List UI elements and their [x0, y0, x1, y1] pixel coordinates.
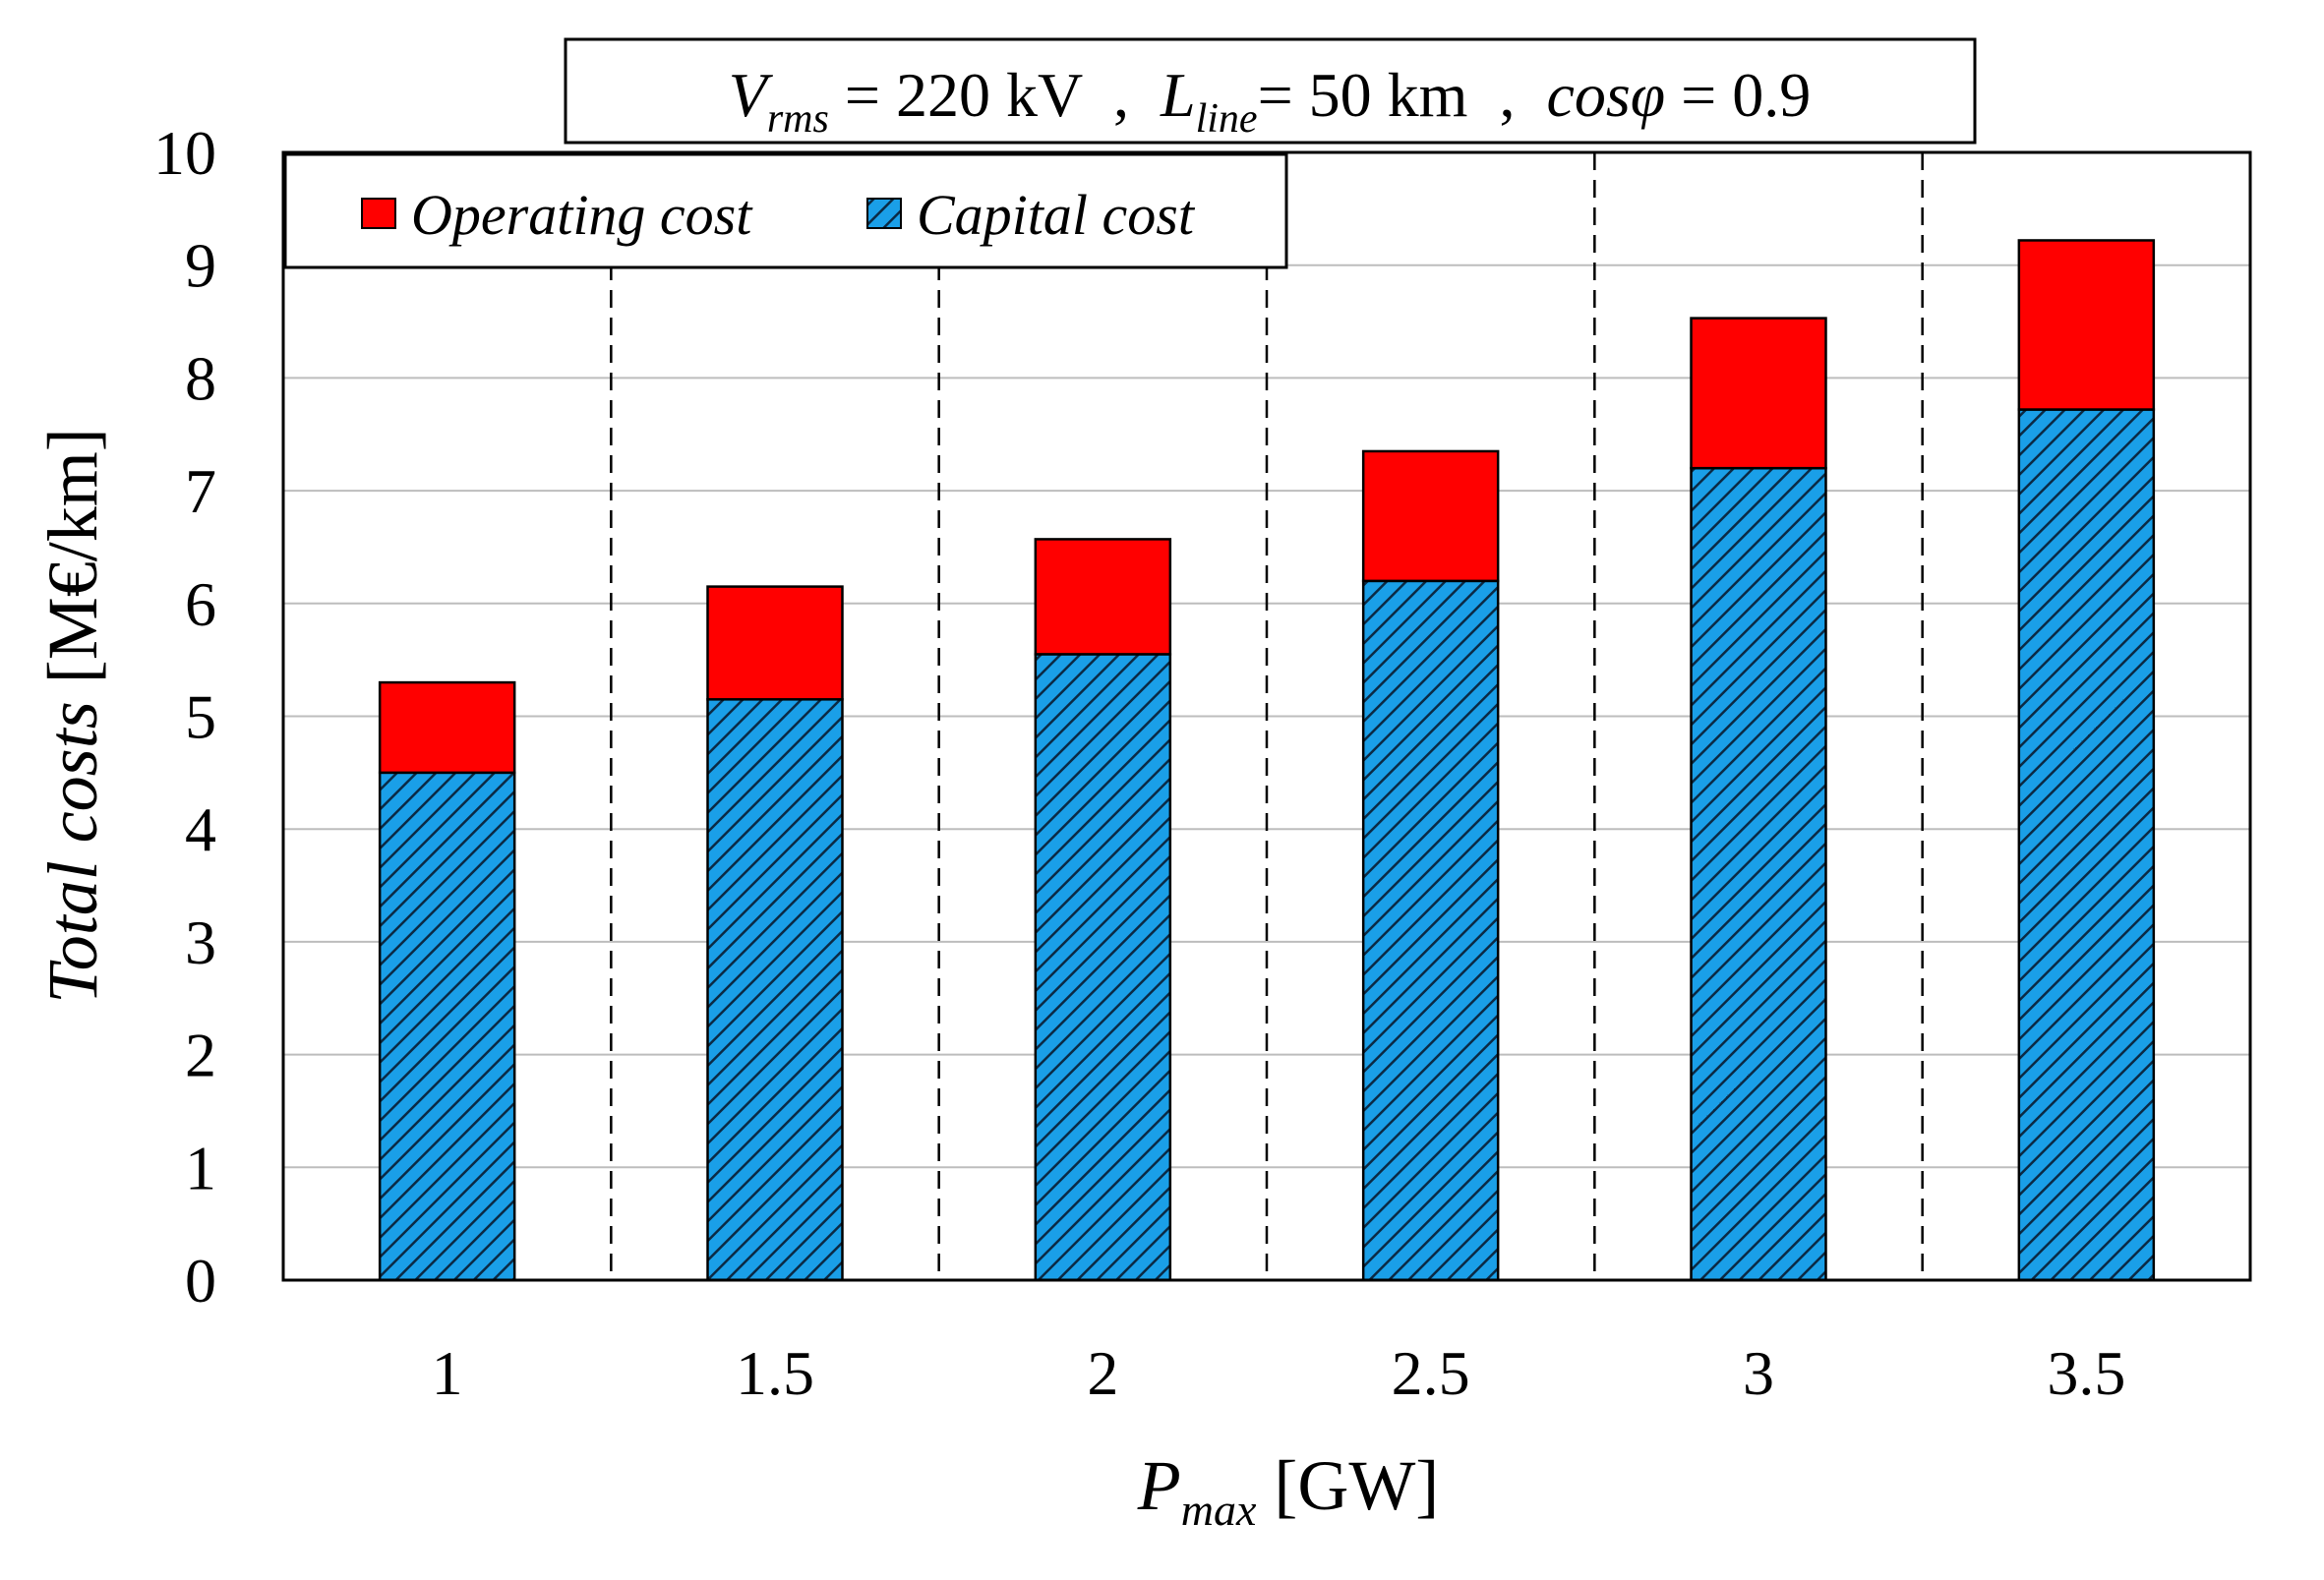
y-tick-label: 9 — [185, 231, 216, 301]
x-tick-label: 2.5 — [1392, 1338, 1470, 1408]
bar-operating-cost — [1034, 538, 1172, 656]
bar-capital-cost — [1690, 466, 1827, 1282]
bar-operating-cost — [706, 585, 844, 701]
bar-operating-cost — [2017, 239, 2156, 411]
y-tick-label: 1 — [185, 1133, 216, 1202]
x-axis-title: Pmax [GW] — [1137, 1446, 1440, 1535]
title-l-sub: line — [1196, 96, 1258, 142]
x-tick-label: 2 — [1087, 1338, 1118, 1408]
bars — [378, 239, 2156, 1282]
svg-text:Vrms = 220 kV , Lline= 50 km: Vrms = 220 kV , Lline= 50 km , cosφ = 0.… — [729, 60, 1812, 142]
x-tick-label: 1.5 — [736, 1338, 814, 1408]
title-l-main: L — [1160, 60, 1196, 130]
legend-box — [283, 152, 1288, 269]
x-tick-label: 1 — [432, 1338, 463, 1408]
bar-capital-cost — [378, 771, 516, 1282]
bar-capital-cost — [1034, 653, 1172, 1282]
x-tick-label: 3.5 — [2047, 1338, 2125, 1408]
legend-swatch-capital — [866, 198, 902, 229]
legend-label-operating: Operating cost — [411, 183, 753, 247]
y-tick-label: 2 — [185, 1021, 216, 1090]
bar-capital-cost — [1361, 579, 1500, 1282]
title-v-sub: rms — [767, 96, 829, 142]
title-l-value: = 50 km , — [1258, 60, 1547, 130]
title-cos-value: = 0.9 — [1665, 60, 1811, 130]
bar-operating-cost — [1690, 317, 1827, 470]
x-tick-label: 3 — [1743, 1338, 1774, 1408]
title-v-value: = 220 kV , — [829, 60, 1161, 130]
y-tick-labels: 0 1 2 3 4 5 6 7 8 9 10 — [153, 118, 216, 1316]
y-tick-label: 6 — [185, 569, 216, 639]
title-v-main: V — [729, 60, 774, 130]
y-tick-label: 7 — [185, 456, 216, 526]
bar-operating-cost — [378, 680, 516, 775]
chart-title: Vrms = 220 kV , Lline= 50 km , cosφ = 0.… — [564, 37, 1977, 145]
title-cos-label: cosφ — [1546, 60, 1665, 130]
y-tick-label: 10 — [153, 118, 216, 188]
category-separators — [610, 152, 1924, 1280]
legend: Operating cost Capital cost — [283, 152, 1288, 269]
plot-frame — [281, 150, 2252, 1282]
y-axis-title: Total costs [M€/km] — [33, 428, 112, 1003]
y-tick-label: 8 — [185, 343, 216, 413]
legend-swatch-operating — [361, 198, 396, 229]
y-tick-label: 4 — [185, 794, 216, 864]
bar-capital-cost — [2017, 408, 2156, 1282]
bar-operating-cost — [1361, 449, 1500, 583]
bar-capital-cost — [706, 698, 844, 1282]
y-tick-label: 3 — [185, 907, 216, 977]
x-tick-labels: 1 1.5 2 2.5 3 3.5 — [432, 1338, 2126, 1408]
y-tick-label: 0 — [185, 1246, 216, 1316]
y-tick-label: 5 — [185, 682, 216, 752]
legend-label-capital: Capital cost — [917, 183, 1196, 247]
